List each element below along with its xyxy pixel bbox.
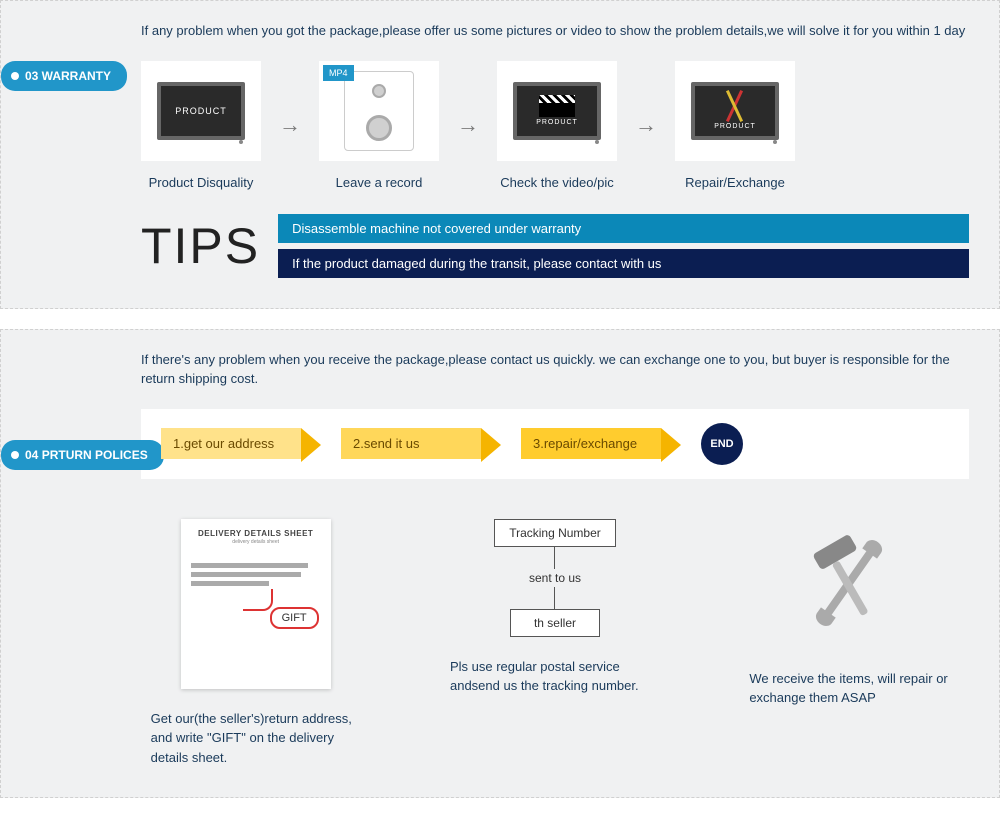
return-step-2: 2.send it us (341, 428, 481, 459)
return-step-3: 3.repair/exchange (521, 428, 661, 459)
return-tag-label: 04 PRTURN POLICES (25, 448, 148, 462)
arrow-icon: → (635, 112, 657, 138)
product-text: PRODUCT (714, 123, 756, 130)
monitor-tools-icon: PRODUCT (691, 82, 779, 140)
return-detail-caption-2: Pls use regular postal service andsend u… (450, 657, 660, 696)
vline-icon (554, 547, 555, 569)
tracking-diagram-icon: Tracking Number sent to us th seller (494, 519, 616, 637)
warranty-card-4: PRODUCT (675, 61, 795, 161)
end-circle: END (701, 423, 743, 465)
return-step-1: 1.get our address (161, 428, 301, 459)
tips-title: TIPS (141, 217, 260, 275)
return-tag-text: PRTURN POLICES (42, 448, 148, 462)
sheet-lines-icon (191, 563, 321, 586)
return-tag: 04 PRTURN POLICES (1, 440, 164, 470)
return-section: 04 PRTURN POLICES If there's any problem… (0, 329, 1000, 799)
return-detail-col-2: Tracking Number sent to us th seller Pls… (440, 519, 669, 768)
tip-bar-2: If the product damaged during the transi… (278, 249, 969, 278)
return-intro: If there's any problem when you receive … (141, 350, 969, 389)
warranty-tag-label: 03 WARRANTY (25, 69, 111, 83)
monitor-clapper-icon: PRODUCT (513, 82, 601, 140)
warranty-step-2: MP4 Leave a record (319, 61, 439, 190)
tools-icon (789, 519, 919, 649)
delivery-sheet-icon: DELIVERY DETAILS SHEET delivery details … (181, 519, 331, 689)
vline-icon (554, 587, 555, 609)
tip-bars: Disassemble machine not covered under wa… (278, 214, 969, 278)
warranty-section: 03 WARRANTY If any problem when you got … (0, 0, 1000, 309)
warranty-step-4: PRODUCT Repair/Exchange (675, 61, 795, 190)
return-detail-caption-1: Get our(the seller's)return address, and… (151, 709, 361, 768)
return-detail-caption-3: We receive the items, will repair or exc… (749, 669, 959, 708)
tip-bar-1: Disassemble machine not covered under wa… (278, 214, 969, 243)
warranty-tag: 03 WARRANTY (1, 61, 127, 91)
tips-block: TIPS Disassemble machine not covered und… (141, 214, 969, 278)
tracking-box-2: th seller (510, 609, 600, 637)
gift-connector-icon (243, 589, 273, 611)
arrow-icon: → (279, 112, 301, 138)
return-detail: DELIVERY DETAILS SHEET delivery details … (141, 519, 969, 768)
led-icon (595, 140, 599, 144)
monitor-icon: PRODUCT (157, 82, 245, 140)
warranty-card-1: PRODUCT (141, 61, 261, 161)
warranty-step-1-label: Product Disquality (149, 175, 254, 190)
return-detail-col-3: We receive the items, will repair or exc… (740, 519, 969, 768)
clapper-icon (539, 95, 575, 117)
lens-small-icon (372, 84, 386, 98)
product-text: PRODUCT (175, 106, 227, 116)
warranty-step-2-label: Leave a record (336, 175, 423, 190)
lens-icon (366, 115, 392, 141)
tools-mini-icon (715, 91, 755, 121)
product-text: PRODUCT (536, 119, 578, 126)
tracking-box-1: Tracking Number (494, 519, 616, 547)
return-detail-col-1: DELIVERY DETAILS SHEET delivery details … (141, 519, 370, 768)
warranty-step-3-label: Check the video/pic (500, 175, 613, 190)
tag-dot-icon (11, 451, 19, 459)
led-icon (773, 140, 777, 144)
mp4-badge: MP4 (323, 65, 354, 81)
warranty-flow: PRODUCT Product Disquality → MP4 Leave a… (141, 61, 969, 190)
return-steps: 1.get our address 2.send it us 3.repair/… (141, 409, 969, 479)
gift-pill: GIFT (270, 607, 319, 629)
warranty-intro: If any problem when you got the package,… (141, 21, 969, 41)
sheet-title: DELIVERY DETAILS SHEET (191, 529, 321, 538)
tracking-mid-label: sent to us (529, 571, 581, 585)
warranty-step-1: PRODUCT Product Disquality (141, 61, 261, 190)
warranty-card-3: PRODUCT (497, 61, 617, 161)
led-icon (239, 140, 243, 144)
sheet-sub: delivery details sheet (191, 539, 321, 545)
warranty-card-2: MP4 (319, 61, 439, 161)
arrow-icon: → (457, 112, 479, 138)
return-tag-num: 04 (25, 448, 38, 462)
warranty-step-3: PRODUCT Check the video/pic (497, 61, 617, 190)
tag-dot-icon (11, 72, 19, 80)
warranty-step-4-label: Repair/Exchange (685, 175, 785, 190)
camera-icon (344, 71, 414, 151)
